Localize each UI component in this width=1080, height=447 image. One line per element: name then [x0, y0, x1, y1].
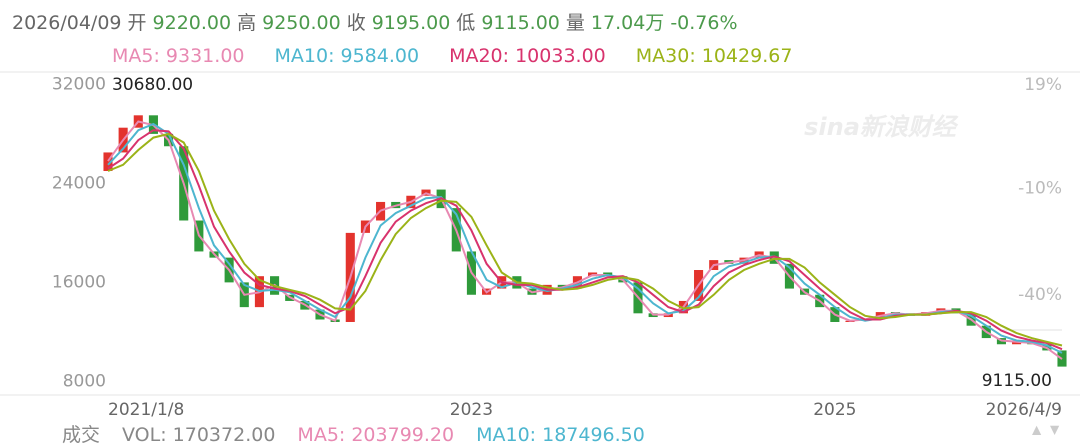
quote-change: -0.76% — [670, 12, 738, 34]
volume-item: MA5: 203799.20 — [297, 424, 455, 446]
ma-line — [107, 120, 1063, 360]
y-tick-label: 32000 — [52, 74, 106, 94]
y-tick-label: 24000 — [52, 173, 106, 193]
y-tick-label: 8000 — [63, 371, 106, 391]
scroll-up-icon[interactable]: ▲ — [1032, 423, 1042, 437]
legend-entry: MA5: 9331.00 — [112, 45, 245, 67]
quote-value: 9195.00 — [371, 12, 451, 34]
ma-line — [107, 129, 1063, 351]
volume-item: MA10: 187496.50 — [476, 424, 645, 446]
quote-value: 9250.00 — [262, 12, 341, 34]
quote-label: 开 — [127, 12, 147, 34]
y2-tick-label: -10% — [1018, 178, 1062, 198]
quote-label: 高 — [237, 12, 257, 34]
quote-label: 低 — [456, 12, 476, 34]
y2-tick-label: -40% — [1018, 285, 1062, 305]
x-tick-label: 2021/1/8 — [108, 400, 184, 420]
ma-line — [107, 132, 1063, 347]
quote-label: 量 — [565, 12, 585, 34]
legend-entry: MA20: 10033.00 — [449, 45, 606, 67]
candle — [103, 152, 113, 172]
x-tick-label: 2026/4/9 — [986, 400, 1062, 420]
x-tick-label: 2025 — [813, 400, 856, 420]
quote-label: 收 — [346, 12, 366, 34]
quote-value: 17.04万 — [590, 12, 665, 34]
ma-legend: MA5: 9331.00 MA10: 9584.00 MA20: 10033.00 M… — [112, 45, 822, 67]
volume-footer: 成交 VOL: 170372.00 MA5: 203799.20 MA10: 1874… — [62, 420, 667, 447]
x-tick-label: 2023 — [450, 400, 493, 420]
scroll-down-icon[interactable]: ▼ — [1050, 423, 1060, 437]
watermark: sina新浪财经 — [804, 113, 959, 141]
quote-value: 9115.00 — [481, 12, 560, 34]
min-annotation: 9115.00 — [982, 371, 1052, 391]
quote-value: 9220.00 — [152, 12, 232, 34]
y-tick-label: 16000 — [52, 272, 106, 292]
max-annotation: 30680.00 — [112, 75, 193, 95]
ma-line — [107, 122, 1063, 354]
y2-tick-label: 19% — [1024, 75, 1062, 95]
volume-item: VOL: 170372.00 — [122, 424, 276, 446]
legend-entry: MA10: 9584.00 — [274, 45, 420, 67]
legend-entry: MA30: 10429.67 — [635, 45, 793, 67]
quote-header: 2026/04/09 开 9220.00 高 9250.00 收 9195.00 低 9115.… — [12, 8, 744, 35]
quote-date: 2026/04/09 — [12, 12, 122, 34]
volume-title: 成交 — [62, 424, 101, 446]
